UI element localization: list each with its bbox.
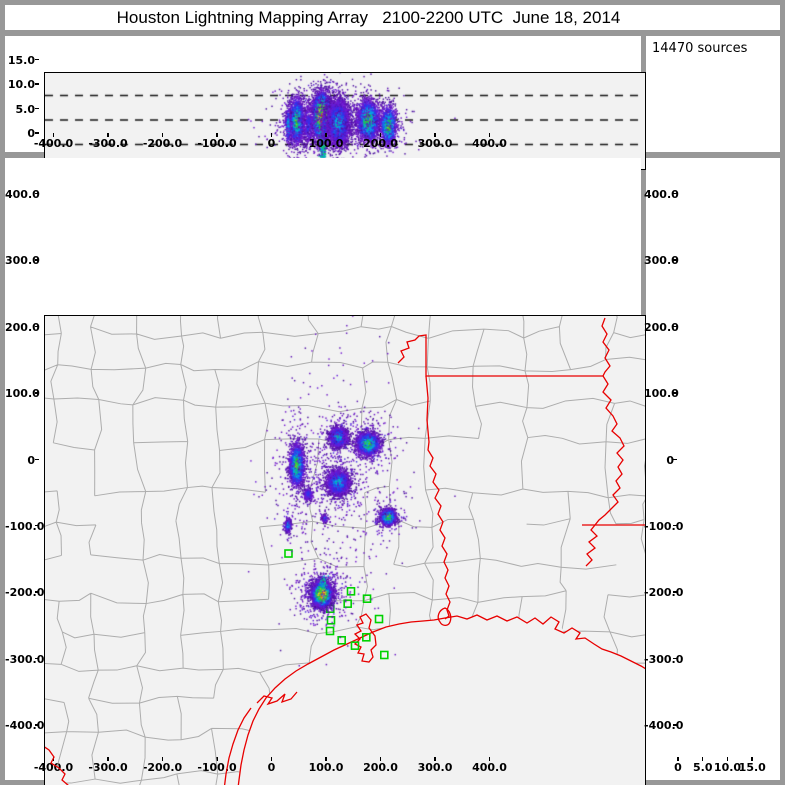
ns-y-tick-label: -400.0: [644, 719, 684, 733]
ew-x-tick: [216, 133, 218, 137]
plan-y-tick: [35, 458, 39, 460]
ew-x-tick-label: 100.0: [308, 137, 344, 150]
ew-x-tick-label: 400.0: [472, 137, 507, 150]
ew-alt-tick: [35, 58, 39, 60]
ns-y-tick: [673, 259, 677, 261]
ew-alt-tick: [35, 83, 39, 85]
plan-y-tick-label: 300.0: [5, 254, 40, 268]
plan-y-tick: [35, 392, 39, 394]
ns-y-tick: [673, 657, 677, 660]
plan-view-canvas[interactable]: [45, 316, 645, 785]
ns-y-tick-label: 300.0: [644, 254, 679, 268]
ns-y-tick-label: -100.0: [644, 519, 684, 533]
plan-view-plot[interactable]: [44, 315, 646, 785]
ew-x-tick-label: -300.0: [88, 137, 128, 150]
ew-x-tick: [270, 133, 272, 137]
ns-alt-tick-label: 0: [674, 761, 682, 774]
plan-y-tick: [35, 657, 39, 660]
ew-x-tick-label: 200.0: [363, 137, 398, 150]
plan-y-tick: [35, 591, 39, 593]
alt-vs-east-canvas[interactable]: [45, 73, 645, 169]
ns-alt-tick: [751, 757, 753, 761]
ew-x-tick: [107, 133, 109, 137]
plan-y-tick: [35, 325, 39, 328]
source-count-panel: 14470 sources: [646, 36, 780, 152]
ew-alt-tick: [35, 107, 39, 109]
ew-x-tick: [434, 133, 436, 137]
alt-vs-east-plot[interactable]: [44, 72, 646, 170]
plan-y-tick-label: 100.0: [5, 387, 40, 401]
ns-alt-tick-label: 15.0: [738, 761, 766, 774]
ns-y-tick-label: -200.0: [644, 586, 684, 600]
ew-x-tick: [325, 133, 327, 137]
ns-y-tick: [673, 392, 677, 394]
ew-alt-tick-label: 10.0: [7, 78, 35, 91]
ns-y-tick-label: 200.0: [644, 320, 679, 334]
ew-x-tick: [161, 133, 163, 137]
ns-y-tick: [673, 458, 677, 460]
ns-y-tick: [673, 325, 677, 328]
ew-x-tick-label: -200.0: [142, 137, 183, 150]
ns-y-tick: [673, 192, 677, 195]
plan-y-tick-label: -100.0: [5, 519, 45, 533]
ew-alt-tick-label: 15.0: [7, 53, 35, 67]
ew-alt-tick: [35, 132, 39, 134]
plan-view-panel: [5, 158, 646, 785]
window-title: Houston Lightning Mapping Array 2100-220…: [116, 8, 621, 27]
ns-y-tick-label: 100.0: [644, 387, 679, 401]
plan-y-tick-label: 0: [27, 453, 35, 467]
plan-y-tick: [35, 524, 39, 527]
ew-x-tick-label: -100.0: [197, 137, 237, 150]
ns-alt-tick-label: 10.0: [713, 761, 742, 774]
ns-y-tick-label: 0: [666, 453, 674, 467]
ns-y-tick: [673, 591, 677, 593]
plan-y-tick: [35, 192, 39, 195]
ns-y-tick-label: -300.0: [644, 652, 684, 666]
ew-x-tick-label: -400.0: [33, 137, 74, 150]
plan-y-tick-label: -200.0: [5, 586, 45, 600]
ns-alt-tick-label: 5.0: [693, 761, 713, 774]
source-count-label: 14470 sources: [652, 41, 748, 56]
plan-y-tick: [35, 259, 39, 261]
ns-alt-tick: [726, 757, 728, 761]
ns-alt-tick: [677, 757, 679, 761]
ns-y-tick: [673, 524, 677, 527]
ns-alt-tick: [701, 757, 704, 761]
ew-x-tick: [379, 133, 381, 137]
alt-vs-east-panel: [5, 36, 646, 170]
plan-y-tick-label: 400.0: [5, 187, 40, 201]
plan-y-tick-label: -300.0: [5, 652, 45, 666]
alt-vs-north-panel: [646, 158, 780, 780]
plan-y-tick: [35, 724, 39, 726]
ns-y-tick-label: 400.0: [644, 187, 679, 201]
ns-y-tick: [673, 724, 677, 726]
ew-x-tick: [488, 133, 490, 137]
ew-x-tick-label: 300.0: [417, 137, 453, 150]
title-bar: Houston Lightning Mapping Array 2100-220…: [5, 5, 780, 30]
ew-alt-tick-label: 5.0: [15, 102, 36, 116]
plan-y-tick-label: 200.0: [5, 320, 40, 334]
ew-alt-tick-label: 0: [27, 127, 35, 140]
plan-y-tick-label: -400.0: [5, 719, 45, 733]
ew-x-tick: [52, 133, 54, 137]
ew-x-tick-label: 0: [267, 137, 276, 150]
